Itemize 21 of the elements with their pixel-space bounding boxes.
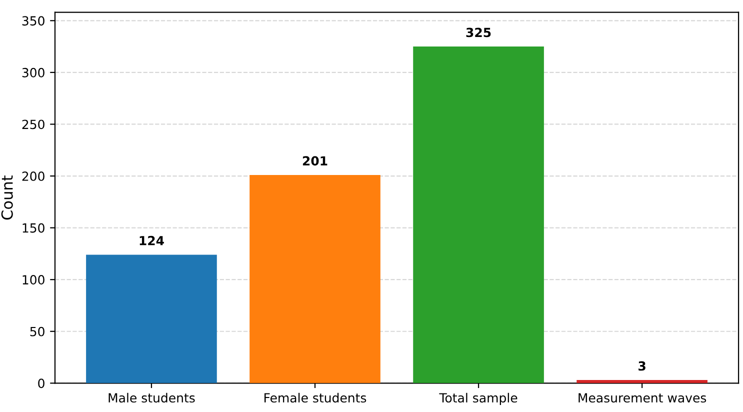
y-tick-label: 50	[30, 326, 44, 336]
y-tick-label: 250	[22, 120, 44, 130]
bar	[250, 174, 380, 384]
y-axis-title: Count	[1, 175, 13, 220]
data-label: 124	[140, 236, 164, 246]
data-label: 201	[302, 156, 328, 166]
bar	[413, 46, 544, 384]
y-tick-label: 200	[22, 171, 44, 181]
y-tick-label: 100	[22, 275, 44, 285]
x-tick-label: Measurement waves	[578, 393, 706, 403]
bar	[86, 254, 217, 384]
data-label: 3	[638, 361, 646, 371]
x-tick-label: Male students	[108, 392, 195, 403]
y-tick-label: 300	[22, 68, 44, 78]
x-tick-label: Female students	[264, 392, 366, 403]
x-tick-label: Total sample	[439, 392, 518, 405]
y-tick-label: 150	[22, 223, 44, 233]
bar	[576, 380, 708, 384]
data-label: 325	[466, 28, 491, 38]
y-tick-label: 350	[22, 16, 44, 26]
y-tick-label: 0	[38, 378, 44, 388]
